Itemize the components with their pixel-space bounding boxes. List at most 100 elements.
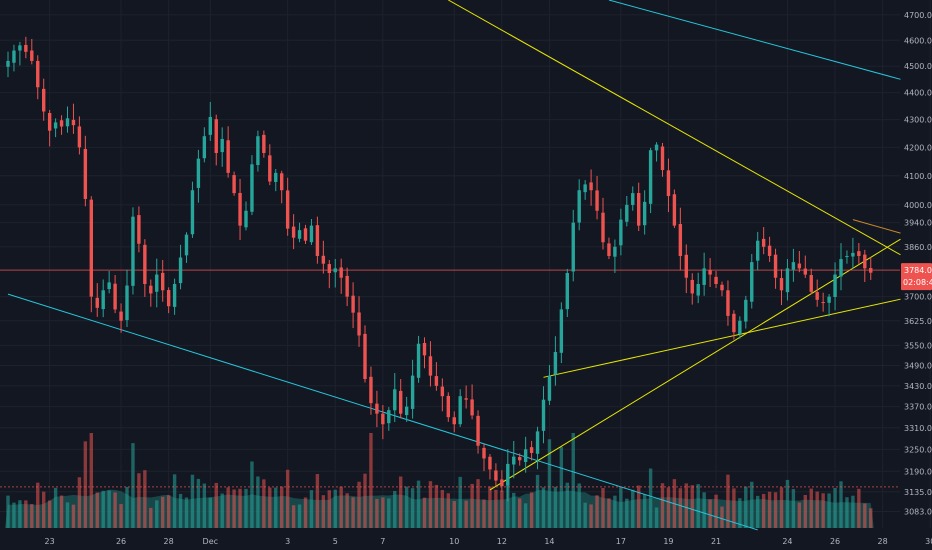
volume-bar [720, 506, 724, 528]
candle-body [637, 193, 641, 226]
candle-body [303, 228, 308, 241]
volume-bar [172, 474, 177, 528]
candle-body [559, 309, 564, 353]
volume-bar [36, 482, 40, 528]
x-tick-label: 26 [830, 537, 840, 546]
candle-body [440, 386, 445, 397]
volume-bar [583, 502, 587, 528]
volume-bar [648, 468, 653, 528]
price-axis[interactable]: 4700.00 4600.00 4500.00 4400.00 4300.00 4200.… [904, 11, 932, 517]
candle-body [773, 254, 778, 278]
volume-bar [321, 495, 326, 528]
volume-bar [137, 473, 141, 528]
candle-body [143, 244, 147, 284]
volume-bar [565, 482, 569, 528]
volume-bar [184, 497, 189, 528]
volume-bar [131, 443, 135, 528]
current-price-label: 3784.09 [904, 266, 932, 275]
volume-bar [815, 491, 819, 528]
candle-body [42, 88, 46, 112]
time-axis[interactable]: 232628Dec35710121417192124262830201935 [45, 537, 932, 546]
volume-bar [642, 494, 647, 528]
volume-bar [65, 502, 70, 528]
candle-body [291, 226, 296, 238]
volume-bar [595, 495, 599, 528]
volume-bar [166, 495, 171, 528]
volume-bar [6, 495, 10, 528]
volume-bar [589, 504, 593, 528]
candle-body [345, 275, 349, 297]
candle-body [232, 175, 236, 194]
volume-bar [577, 483, 581, 528]
volume-bar [779, 487, 784, 528]
volume-bar [488, 486, 492, 528]
volume-bar [791, 489, 796, 528]
volume-bar [708, 499, 712, 528]
candle-body [482, 447, 486, 459]
candle-body [172, 283, 177, 307]
volume-bar [238, 488, 242, 528]
y-tick-label: 3940.00 [904, 219, 932, 228]
candle-body [178, 257, 183, 284]
trend-line-short [852, 219, 901, 234]
volume-bar [607, 498, 611, 528]
volume-bar [512, 492, 516, 528]
volume-bar [744, 486, 748, 528]
candle-body [601, 212, 605, 243]
candle-body [208, 116, 212, 135]
y-tick-label: 3250.00 [904, 445, 932, 454]
volume-bars [5, 433, 874, 528]
x-tick-label: 28 [164, 537, 174, 546]
volume-bar [458, 476, 462, 528]
candle-body [125, 285, 129, 321]
volume-bar [387, 498, 391, 528]
candle-body [131, 216, 135, 286]
x-tick-label: 17 [616, 537, 626, 546]
candle-body [393, 389, 397, 411]
candle-body [369, 376, 373, 404]
volume-bar [732, 488, 736, 528]
y-tick-label: 3135.00 [904, 488, 932, 497]
current-price-badge-bg [901, 263, 932, 291]
candle-body [101, 290, 105, 310]
candle-body [785, 268, 790, 293]
volume-bar [18, 500, 22, 528]
candle-body [791, 262, 796, 270]
candle-body [452, 417, 456, 425]
y-tick-label: 4000.00 [904, 201, 932, 210]
candle-body [642, 201, 647, 226]
candle-body [827, 296, 831, 303]
y-tick-label: 3860.00 [904, 243, 932, 252]
volume-bar [357, 481, 361, 528]
candle-body [59, 120, 64, 127]
volume-bar [393, 490, 397, 528]
candle-body [220, 139, 224, 153]
candle-body [297, 230, 302, 239]
candle-body [845, 255, 849, 258]
x-tick-label: 12 [497, 537, 507, 546]
volume-bar [500, 490, 504, 528]
candle-body [214, 119, 218, 154]
volume-bar [381, 497, 385, 528]
volume-bar [107, 490, 111, 528]
candle-body [6, 60, 10, 67]
volume-bar [637, 485, 641, 528]
candle-body [446, 395, 450, 418]
volume-bar [601, 488, 605, 528]
candle-body [779, 278, 784, 291]
candle-body [327, 264, 331, 274]
candle-body [244, 210, 248, 228]
candle-body [190, 190, 195, 235]
candle-body [869, 267, 873, 273]
candle-body [672, 194, 677, 226]
candle-body [726, 290, 730, 316]
candle-body [250, 164, 254, 212]
volume-bar [625, 498, 629, 528]
x-tick-label: 10 [449, 537, 459, 546]
candle-body [65, 118, 70, 127]
volume-bar [196, 478, 201, 528]
volume-bar [375, 498, 379, 528]
volume-bar [339, 486, 343, 528]
volume-bar [178, 493, 183, 528]
